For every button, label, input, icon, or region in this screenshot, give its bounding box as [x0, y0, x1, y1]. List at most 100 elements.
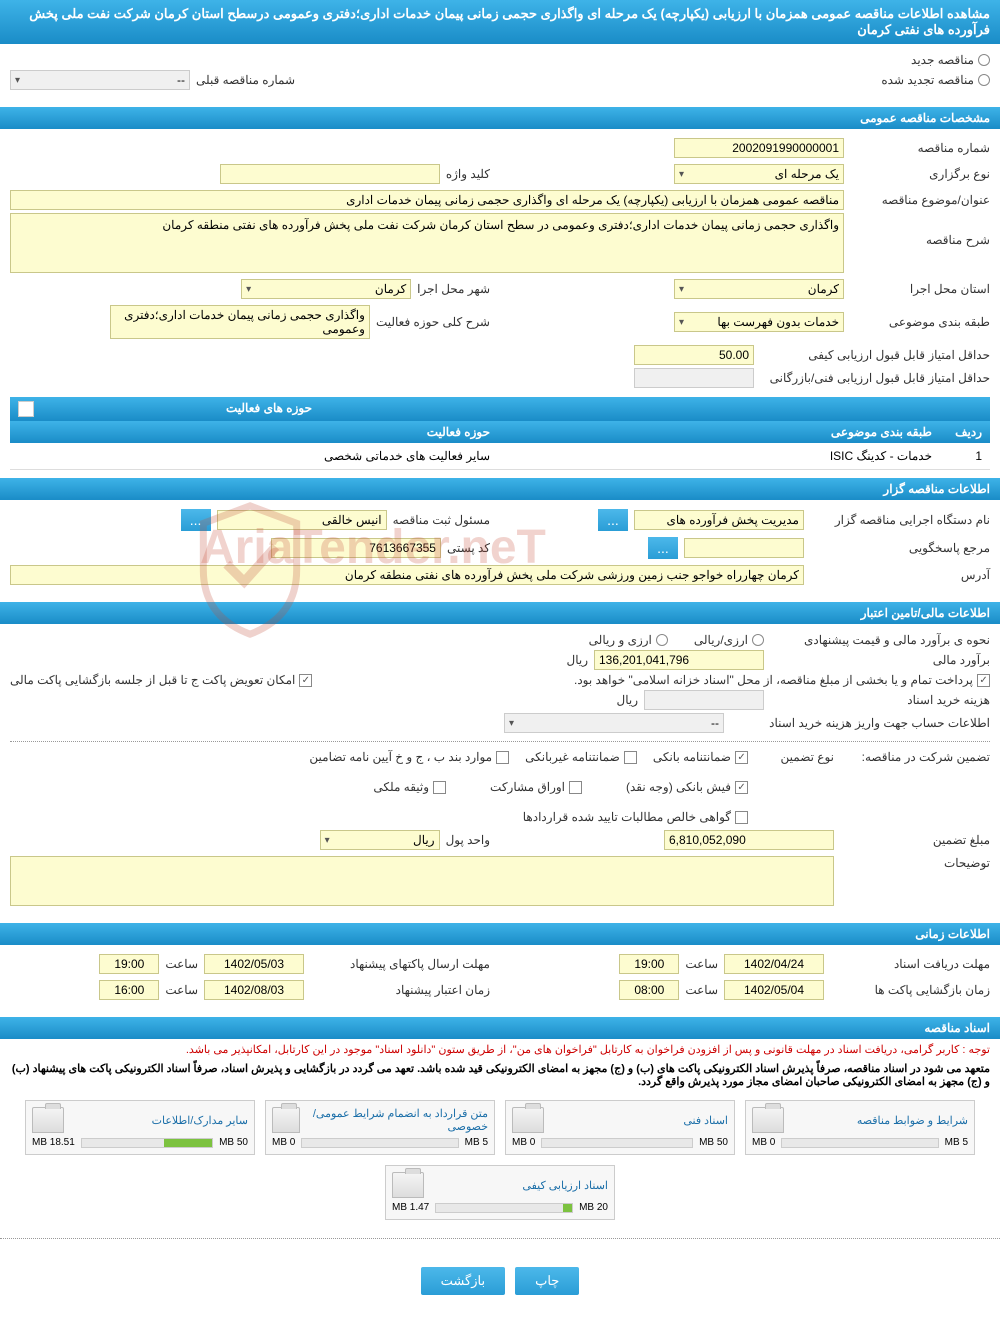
progress-bar [541, 1138, 693, 1148]
payment-note-checkbox[interactable] [977, 674, 990, 687]
currency-label: ریال [566, 653, 588, 667]
check-bank-guarantee[interactable]: ضمانتنامه بانکی [653, 750, 748, 764]
exec-name-lookup-button[interactable]: ... [598, 509, 628, 531]
check-nonbank-guarantee[interactable]: ضمانتنامه غیربانکی [525, 750, 637, 764]
radio-arzy-rial-label: ارزی/ریالی [694, 633, 748, 647]
folder-icon [272, 1107, 300, 1133]
desc-label: شرح مناقصه [850, 213, 990, 247]
chevron-down-icon: ▾ [246, 284, 251, 295]
city-select[interactable]: کرمان ▾ [241, 279, 411, 299]
radio-arzy-rial[interactable]: ارزی/ریالی [694, 633, 764, 647]
doc-receive-date[interactable]: 1402/04/24 [724, 954, 824, 974]
doc-receive-time[interactable]: 19:00 [619, 954, 679, 974]
address-field[interactable]: کرمان چهارراه خواجو جنب زمین ورزشی شرکت … [10, 565, 804, 585]
file-card[interactable]: شرایط و ضوابط مناقصه 5 MB 0 MB [745, 1100, 975, 1155]
file-card[interactable]: متن قرارداد به انضمام شرایط عمومی/خصوصی … [265, 1100, 495, 1155]
file-card[interactable]: اسناد فنی 50 MB 0 MB [505, 1100, 735, 1155]
chevron-down-icon: ▾ [679, 317, 684, 328]
radio-renewed-tender[interactable]: مناقصه تجدید شده [881, 73, 990, 87]
proposal-send-date[interactable]: 1402/05/03 [204, 954, 304, 974]
register-official-label: مسئول ثبت مناقصه [393, 513, 490, 527]
top-radio-area: مناقصه جدید مناقصه تجدید شده شماره مناقص… [0, 44, 1000, 99]
progress-bar [81, 1138, 213, 1148]
min-quality-field[interactable]: 50.00 [634, 345, 754, 365]
radio-icon [752, 634, 764, 646]
activity-desc-field[interactable]: واگذاری حجمی زمانی پیمان خدمات اداری؛دفت… [110, 305, 370, 339]
notice-bold: متعهد می شود در اسناد مناقصه، صرفاً پذیر… [0, 1060, 1000, 1090]
exec-name-label: نام دستگاه اجرایی مناقصه گزار [810, 513, 990, 527]
proposal-send-time[interactable]: 19:00 [99, 954, 159, 974]
col-category [490, 401, 932, 417]
back-button[interactable]: بازگشت [421, 1267, 505, 1295]
progress-bar [435, 1203, 573, 1213]
folder-icon [392, 1172, 424, 1198]
opening-date[interactable]: 1402/05/04 [724, 980, 824, 1000]
validity-time[interactable]: 16:00 [99, 980, 159, 1000]
activity-desc-label: شرح کلی حوزه فعالیت [376, 315, 490, 329]
keyword-field[interactable] [220, 164, 440, 184]
radio-arzy-o-rial[interactable]: ارزی و ریالی [589, 633, 668, 647]
currency-unit-value: ریال [413, 833, 435, 847]
file-title: شرایط و ضوابط مناقصه [857, 1114, 968, 1127]
radio-icon [656, 634, 668, 646]
doc-cost-label: هزینه خرید اسناد [770, 693, 990, 707]
expand-icon[interactable]: ▢ [18, 401, 34, 417]
currency-unit-select[interactable]: ریال ▾ [320, 830, 440, 850]
checkbox-icon [624, 751, 637, 764]
file-total: 5 MB [945, 1137, 968, 1148]
swap-note: امکان تعویض پاکت ج تا قبل از جلسه بازگشا… [10, 673, 295, 687]
radio-icon [978, 74, 990, 86]
radio-new-tender[interactable]: مناقصه جدید [911, 53, 990, 67]
prev-number-label: شماره مناقصه قبلی [196, 73, 295, 87]
tender-number-label: شماره مناقصه [850, 141, 990, 155]
validity-date[interactable]: 1402/08/03 [204, 980, 304, 1000]
min-tech-label: حداقل امتیاز قابل قبول ارزیابی فنی/بازرگ… [760, 371, 990, 385]
cell-category: خدمات - کدینگ ISIC [490, 449, 932, 463]
province-value: کرمان [808, 282, 839, 296]
notes-field[interactable] [10, 856, 834, 906]
separator [0, 1238, 1000, 1239]
chevron-down-icon: ▾ [325, 835, 330, 846]
check-securities[interactable]: اوراق مشارکت [490, 780, 582, 794]
min-quality-label: حداقل امتیاز قابل قبول ارزیابی کیفی [760, 348, 990, 362]
print-button[interactable]: چاپ [515, 1267, 579, 1295]
subject-field[interactable]: مناقصه عمومی همزمان با ارزیابی (یکپارچه)… [10, 190, 844, 210]
checkbox-icon [569, 781, 582, 794]
check-receivables[interactable]: گواهی خالص مطالبات تایید شده قراردادها [523, 810, 748, 824]
time-label-2: ساعت [165, 957, 198, 971]
desc-field[interactable]: واگذاری حجمی زمانی پیمان خدمات اداری؛دفت… [10, 213, 844, 273]
file-card[interactable]: سایر مدارک/اطلاعات 50 MB 18.51 MB [25, 1100, 255, 1155]
opening-time[interactable]: 08:00 [619, 980, 679, 1000]
page-title-bar: مشاهده اطلاعات مناقصه عمومی همزمان با ار… [0, 0, 1000, 44]
postal-code-field[interactable]: 7613667355 [271, 538, 441, 558]
notice-red: توجه : کاربر گرامی، دریافت اسناد در مهلت… [0, 1039, 1000, 1060]
separator [10, 741, 990, 742]
province-select[interactable]: کرمان ▾ [674, 279, 844, 299]
subject-label: عنوان/موضوع مناقصه [850, 193, 990, 207]
reply-ref-field[interactable] [684, 538, 804, 558]
prev-number-select[interactable]: -- ▾ [10, 70, 190, 90]
category-select[interactable]: خدمات بدون فهرست بها ▾ [674, 312, 844, 332]
chevron-down-icon: ▾ [679, 284, 684, 295]
col-activities-title: حوزه های فعالیت [48, 401, 490, 417]
check-bylaw[interactable]: موارد بند ب ، ج و خ آیین نامه تضامین [309, 750, 509, 764]
register-official-lookup-button[interactable]: ... [181, 509, 211, 531]
address-label: آدرس [810, 568, 990, 582]
file-total: 5 MB [465, 1137, 488, 1148]
guarantee-type-label: نوع تضمین [754, 750, 834, 764]
swap-note-checkbox[interactable] [299, 674, 312, 687]
folder-icon [752, 1107, 784, 1133]
reply-ref-lookup-button[interactable]: ... [648, 537, 678, 559]
type-select[interactable]: یک مرحله ای ▾ [674, 164, 844, 184]
file-card[interactable]: اسناد ارزیابی کیفی 20 MB 1.47 MB [385, 1165, 615, 1220]
check-cash[interactable]: فیش بانکی (وجه نقد) اوراق مشارکت وثیقه م… [10, 780, 748, 794]
guarantee-amount-field[interactable]: 6,810,052,090 [664, 830, 834, 850]
account-info-select[interactable]: -- ▾ [504, 713, 724, 733]
progress-bar [301, 1138, 458, 1148]
estimate-field[interactable]: 136,201,041,796 [594, 650, 764, 670]
file-title: اسناد فنی [683, 1114, 728, 1127]
check-property[interactable]: وثیقه ملکی [373, 780, 446, 794]
button-row: چاپ بازگشت [0, 1247, 1000, 1315]
folder-icon [32, 1107, 64, 1133]
checkbox-icon [735, 811, 748, 824]
